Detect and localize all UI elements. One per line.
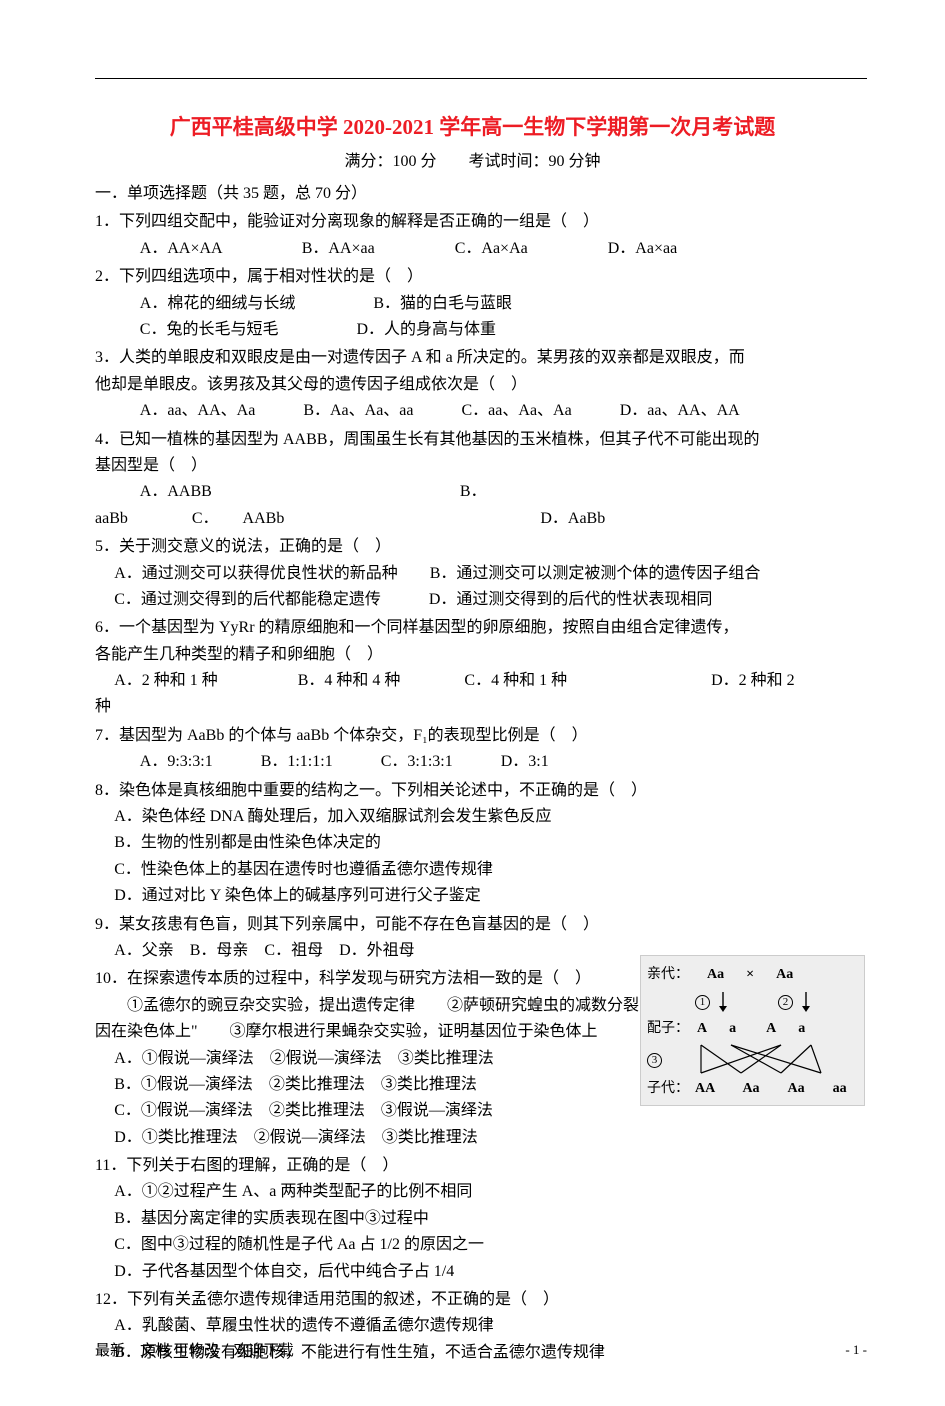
fig-parent-label: 亲代： [647, 963, 695, 986]
q2-optB: B．猫的白毛与蓝眼 [373, 295, 512, 312]
footer-page-number: - 1 - [845, 1339, 867, 1364]
top-rule [95, 78, 867, 79]
fig-cross-symbol: × [746, 963, 754, 986]
q10-optD: D．①类比推理法 ②假说—演绎法 ③类比推理法 [95, 1125, 850, 1151]
q8-stem: 8．染色体是真核细胞中重要的结构之一。下列相关论述中，不正确的是（ ） [95, 778, 850, 804]
q11-optD: D．子代各基因型个体自交，后代中纯合子占 1/4 [95, 1259, 850, 1285]
q12-stem: 12．下列有关孟德尔遗传规律适用范围的叙述，不正确的是（ ） [95, 1287, 850, 1313]
q3-stem-line1: 3．人类的单眼皮和双眼皮是由一对遗传因子 A 和 a 所决定的。某男孩的双亲都是… [95, 345, 850, 371]
q6-stem-line2: 各能产生几种类型的精子和卵细胞（ ） [95, 642, 850, 668]
arrow-down-icon [799, 991, 813, 1013]
exam-subtitle: 满分：100 分 考试时间：90 分钟 [95, 149, 850, 175]
fig-circ-2: 2 [778, 995, 793, 1010]
q8-optC: C．性染色体上的基因在遗传时也遵循孟德尔遗传规律 [95, 857, 850, 883]
fig-child-label: 子代： [647, 1077, 695, 1100]
fig-gamete-A2: A [766, 1017, 776, 1040]
fig-circ-3: 3 [647, 1053, 662, 1068]
q9-stem: 9．某女孩患有色盲，则其下列亲属中，可能不存在色盲基因的是（ ） [95, 912, 850, 938]
fig-parent-right: Aa [776, 963, 793, 986]
q5-opts-line2: C．通过测交得到的后代都能稳定遗传 D．通过测交得到的后代的性状表现相同 [95, 587, 850, 613]
q11-optB: B．基因分离定律的实质表现在图中③过程中 [95, 1206, 850, 1232]
fig-gamete-a2: a [798, 1017, 805, 1040]
q2-options-row1: A．棉花的细绒与长绒 B．猫的白毛与蓝眼 [95, 291, 850, 317]
q4-stem-line2: 基因型是（ ） [95, 453, 850, 479]
q2-optD: D．人的身高与体重 [356, 321, 496, 338]
q8-optA: A．染色体经 DNA 酶处理后，加入双缩脲试剂会发生紫色反应 [95, 804, 850, 830]
fig-child-genotypes: AA Aa Aa aa [695, 1077, 847, 1100]
fig-gamete-a1: a [729, 1017, 736, 1040]
q2-options-row2: C．兔的长毛与短毛 D．人的身高与体重 [95, 317, 850, 343]
q8-optD: D．通过对比 Y 染色体上的碱基序列可进行父子鉴定 [95, 883, 850, 909]
q1-stem: 1．下列四组交配中，能验证对分离现象的解释是否正确的一组是（ ） [95, 209, 850, 235]
q2-optA: A．棉花的细绒与长绒 [140, 295, 296, 312]
section-1-heading: 一．单项选择题（共 35 题，总 70 分） [95, 181, 850, 207]
footer-left: 最新 文档 可修改 欢迎下载 [95, 1339, 294, 1364]
fig-circ-1: 1 [695, 995, 710, 1010]
q7-stem: 7．基因型为 AaBb 的个体与 aaBb 个体杂交，F₁的表现型比例是（ ） [95, 723, 850, 749]
page-footer: 最新 文档 可修改 欢迎下载 - 1 - [95, 1339, 867, 1364]
q8-optB: B．生物的性别都是由性染色体决定的 [95, 830, 850, 856]
q6-options-tail: 种 [95, 694, 850, 720]
q4-optB-prefix: B． [460, 483, 487, 500]
q7-options: A．9:3:3:1 B．1:1:1:1 C．3:1:3:1 D．3:1 [95, 749, 850, 775]
q2-optC: C．兔的长毛与短毛 [140, 321, 279, 338]
q5-opts-line1: A．通过测交可以获得优良性状的新品种 B．通过测交可以测定被测个体的遗传因子组合 [95, 561, 850, 587]
q6-options: A．2 种和 1 种 B．4 种和 4 种 C．4 种和 1 种 D．2 种和 … [95, 668, 850, 694]
q3-options: A．aa、AA、Aa B．Aa、Aa、aa C．aa、Aa、Aa D．aa、AA… [95, 398, 850, 424]
q1-options: A．AA×AA B．AA×aa C．Aa×Aa D．Aa×aa [95, 236, 850, 262]
q4-opts-line1: A．AABB B． [95, 479, 850, 505]
arrow-down-icon [716, 991, 730, 1013]
q11-optA: A．①②过程产生 A、a 两种类型配子的比例不相同 [95, 1179, 850, 1205]
fig-cross-lines [695, 1043, 835, 1075]
q3-stem-line2: 他却是单眼皮。该男孩及其父母的遗传因子组成依次是（ ） [95, 372, 850, 398]
q4-optA: A．AABB [140, 483, 212, 500]
q2-stem: 2．下列四组选项中，属于相对性状的是（ ） [95, 264, 850, 290]
q11-optC: C．图中③过程的随机性是子代 Aa 占 1/2 的原因之一 [95, 1232, 850, 1258]
exam-title: 广西平桂高级中学 2020-2021 学年高一生物下学期第一次月考试题 [95, 110, 850, 145]
fig-gamete-A1: A [697, 1017, 707, 1040]
q11-stem: 11．下列关于右图的理解，正确的是（ ） [95, 1153, 850, 1179]
q11-figure: 亲代： Aa × Aa 1 2 配子： A a A a 3 [640, 955, 865, 1106]
q12-optA: A．乳酸菌、草履虫性状的遗传不遵循孟德尔遗传规律 [95, 1313, 850, 1339]
q4-opts-line2: aaBb C． AABb D．AaBb [95, 506, 850, 532]
q5-stem: 5．关于测交意义的说法，正确的是（ ） [95, 534, 850, 560]
fig-gamete-label: 配子： [647, 1017, 695, 1040]
q6-stem-line1: 6．一个基因型为 YyRr 的精原细胞和一个同样基因型的卵原细胞，按照自由组合定… [95, 615, 850, 641]
q4-stem-line1: 4．已知一植株的基因型为 AABB，周围虽生长有其他基因的玉米植株，但其子代不可… [95, 427, 850, 453]
fig-parent-left: Aa [707, 963, 724, 986]
